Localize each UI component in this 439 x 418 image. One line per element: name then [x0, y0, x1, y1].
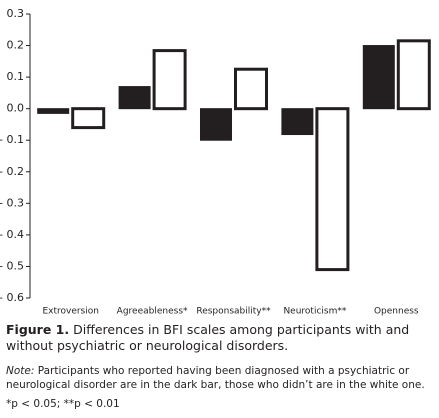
- caption-text: Differences in BFI scales among particip…: [6, 322, 410, 353]
- chart: 0.3 0.2 0.1 0.0 - 0.1 - 0.2 - 0.3 - 0.4 - 0.5 - 0…: [0, 7, 431, 317]
- note: Note: Participants who reported having b…: [6, 364, 436, 392]
- bar: [71, 107, 106, 130]
- caption-label: Figure 1.: [6, 322, 70, 337]
- y-tick-label: - 0.5: [0, 259, 24, 272]
- y-tick-label: - 0.1: [0, 133, 24, 146]
- bar: [118, 86, 151, 110]
- y-tick-label: - 0.4: [0, 228, 24, 241]
- x-tick-label: Responsability**: [196, 307, 271, 317]
- y-tick-label: - 0.3: [0, 196, 24, 209]
- y-tick-label: - 0.6: [0, 291, 24, 304]
- bar: [200, 108, 232, 141]
- y-tick-label: 0.0: [7, 102, 25, 115]
- x-tick-label: Extroversion: [42, 307, 99, 317]
- y-tick-label: 0.2: [7, 39, 25, 52]
- x-tick-label: Agreeableness*: [117, 307, 188, 317]
- bar: [152, 49, 187, 111]
- footnote: *p < 0.05; **p < 0.01: [6, 398, 120, 410]
- x-tick-label: Neuroticism**: [283, 307, 346, 317]
- x-tick-label: Openness: [374, 307, 419, 317]
- y-tick-label: 0.1: [7, 70, 25, 83]
- bar: [281, 108, 314, 136]
- note-text: Participants who reported having been di…: [6, 365, 425, 391]
- bar: [315, 107, 350, 272]
- note-label: Note:: [6, 365, 35, 377]
- caption: Figure 1. Differences in BFI scales amon…: [6, 322, 436, 354]
- y-tick-label: 0.3: [7, 7, 25, 20]
- bar: [234, 67, 268, 111]
- bar: [37, 108, 70, 114]
- bar: [362, 45, 395, 110]
- bar: [396, 39, 431, 111]
- y-tick-label: - 0.2: [0, 165, 24, 178]
